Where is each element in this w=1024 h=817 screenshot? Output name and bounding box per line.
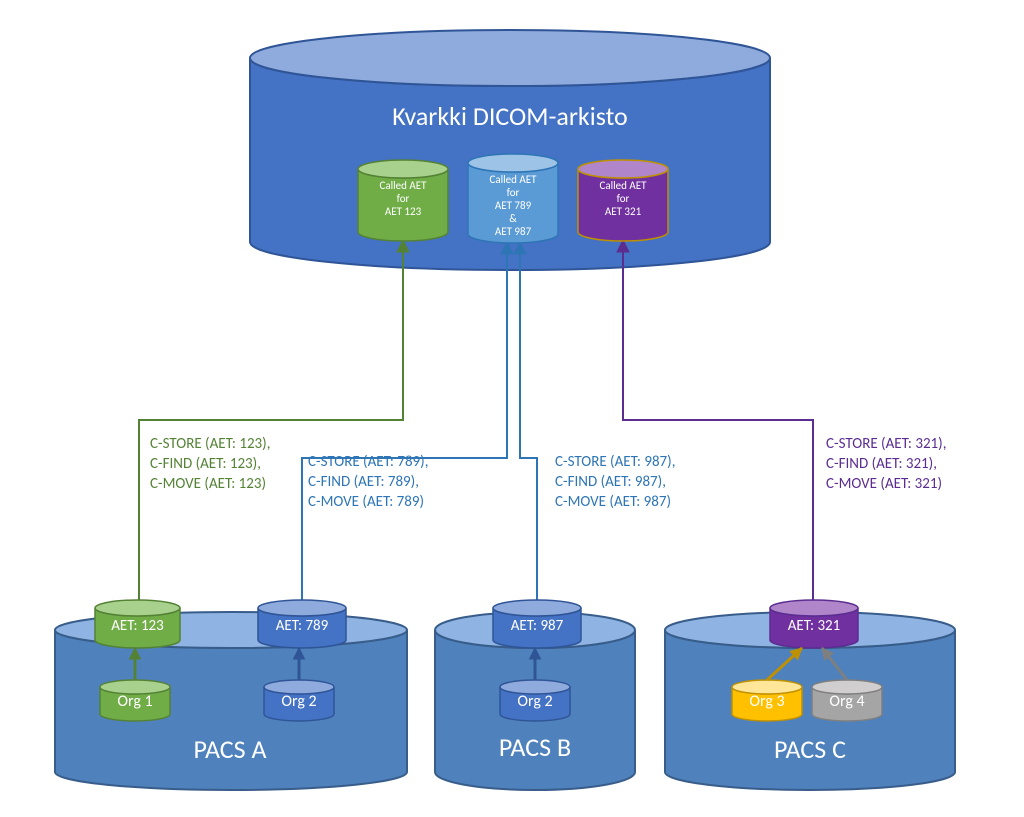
svg-text:Kvarkki DICOM-arkisto: Kvarkki DICOM-arkisto (392, 100, 628, 132)
svg-text:C-STORE (AET: 321),: C-STORE (AET: 321), (826, 435, 946, 453)
svg-text:Called AET: Called AET (599, 179, 647, 192)
svg-text:Called AET: Called AET (379, 179, 427, 192)
svg-text:AET: 123: AET: 123 (111, 617, 164, 635)
svg-text:AET: 789: AET: 789 (276, 617, 329, 635)
svg-text:for: for (617, 192, 630, 205)
svg-text:C-MOVE (AET: 123): C-MOVE (AET: 123) (150, 475, 266, 493)
svg-text:AET 321: AET 321 (605, 205, 642, 218)
svg-text:AET: 321: AET: 321 (788, 617, 841, 635)
svg-text:for: for (397, 192, 410, 205)
svg-text:C-FIND (AET: 321),: C-FIND (AET: 321), (826, 455, 937, 473)
svg-text:Org 4: Org 4 (829, 692, 864, 711)
svg-text:Called AET: Called AET (489, 173, 537, 186)
svg-text:C-FIND (AET: 123),: C-FIND (AET: 123), (150, 455, 261, 473)
svg-text:AET 789: AET 789 (495, 199, 532, 212)
svg-text:C-STORE (AET: 987),: C-STORE (AET: 987), (555, 453, 675, 471)
svg-text:C-FIND (AET: 789),: C-FIND (AET: 789), (308, 473, 419, 491)
svg-text:PACS A: PACS A (193, 733, 266, 765)
svg-text:C-MOVE (AET: 321): C-MOVE (AET: 321) (826, 475, 942, 493)
svg-text:PACS C: PACS C (774, 733, 846, 765)
svg-text:C-MOVE (AET: 987): C-MOVE (AET: 987) (555, 493, 671, 511)
svg-text:AET: 987: AET: 987 (511, 617, 564, 635)
svg-text:C-FIND (AET: 987),: C-FIND (AET: 987), (555, 473, 666, 491)
svg-text:AET 123: AET 123 (385, 205, 422, 218)
svg-text:Org 2: Org 2 (281, 692, 316, 711)
svg-text:AET 987: AET 987 (495, 225, 532, 238)
svg-text:C-MOVE (AET: 789): C-MOVE (AET: 789) (308, 493, 424, 511)
svg-text:Org 2: Org 2 (517, 692, 552, 711)
svg-text:Org 1: Org 1 (117, 692, 152, 711)
svg-text:C-STORE (AET: 123),: C-STORE (AET: 123), (150, 435, 270, 453)
svg-text:PACS B: PACS B (499, 731, 571, 763)
svg-text:for: for (507, 186, 520, 199)
svg-text:Org 3: Org 3 (749, 692, 784, 711)
svg-text:&: & (509, 212, 517, 225)
svg-text:C-STORE (AET: 789),: C-STORE (AET: 789), (308, 453, 428, 471)
dicom-arkisto-diagram: Kvarkki DICOM-arkisto PACS A PACS B PACS C C… (0, 0, 1024, 817)
